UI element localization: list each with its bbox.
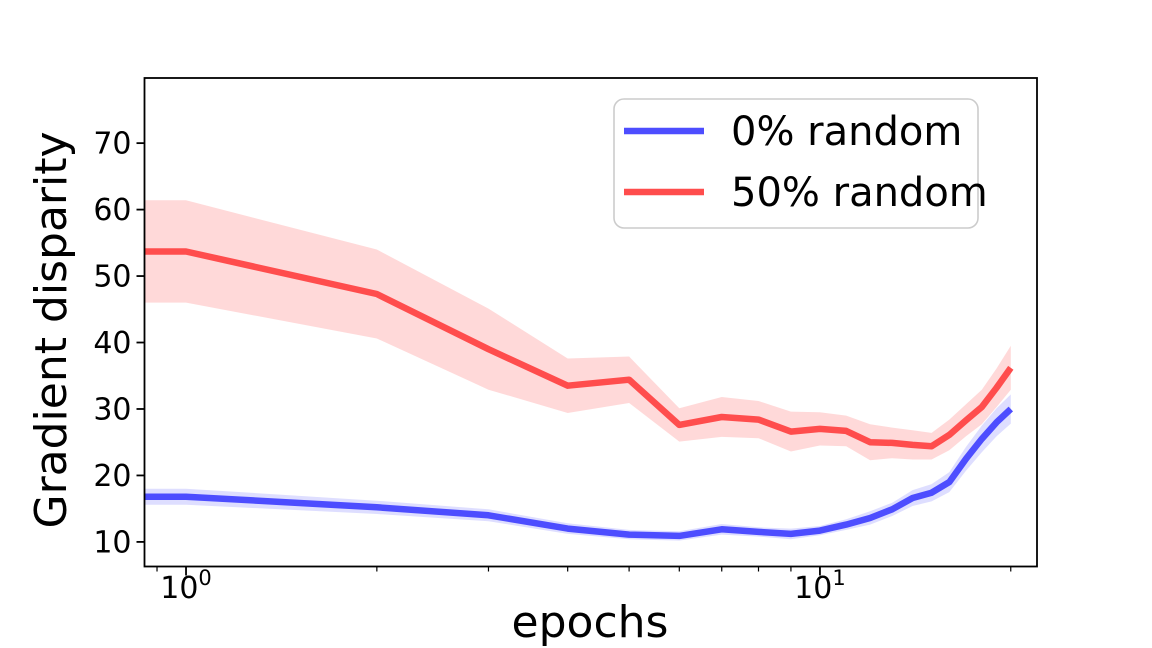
legend-box — [613, 98, 979, 229]
line-50-random — [144, 248, 1014, 450]
x-axis-label: epochs — [512, 597, 669, 648]
y-tick-label: 70 — [93, 127, 131, 162]
band-50-random — [144, 200, 1011, 461]
plot-border — [143, 77, 1038, 568]
band-0-random — [144, 394, 1011, 541]
y-tick-label: 20 — [93, 459, 131, 494]
y-tick-label: 10 — [93, 525, 131, 560]
y-tick-label: 40 — [93, 326, 131, 361]
x-tick-label: 101 — [794, 566, 846, 606]
legend: 0% random 50% random — [613, 98, 988, 229]
line-0-random — [144, 406, 1014, 540]
legend-label-50-percent-random: 50% random — [731, 170, 988, 216]
y-tick-label: 50 — [93, 260, 131, 295]
x-tick-label: 100 — [160, 566, 212, 606]
series-lines — [144, 248, 1014, 540]
y-tick-label: 60 — [93, 193, 131, 228]
axis-ticks: 10 20 30 40 50 60 70 100 101 — [93, 127, 1012, 606]
legend-label-0-percent-random: 0% random — [731, 109, 962, 155]
y-tick-label: 30 — [93, 392, 131, 427]
confidence-bands — [144, 200, 1011, 541]
y-axis-label: Gradient disparity — [26, 131, 77, 528]
